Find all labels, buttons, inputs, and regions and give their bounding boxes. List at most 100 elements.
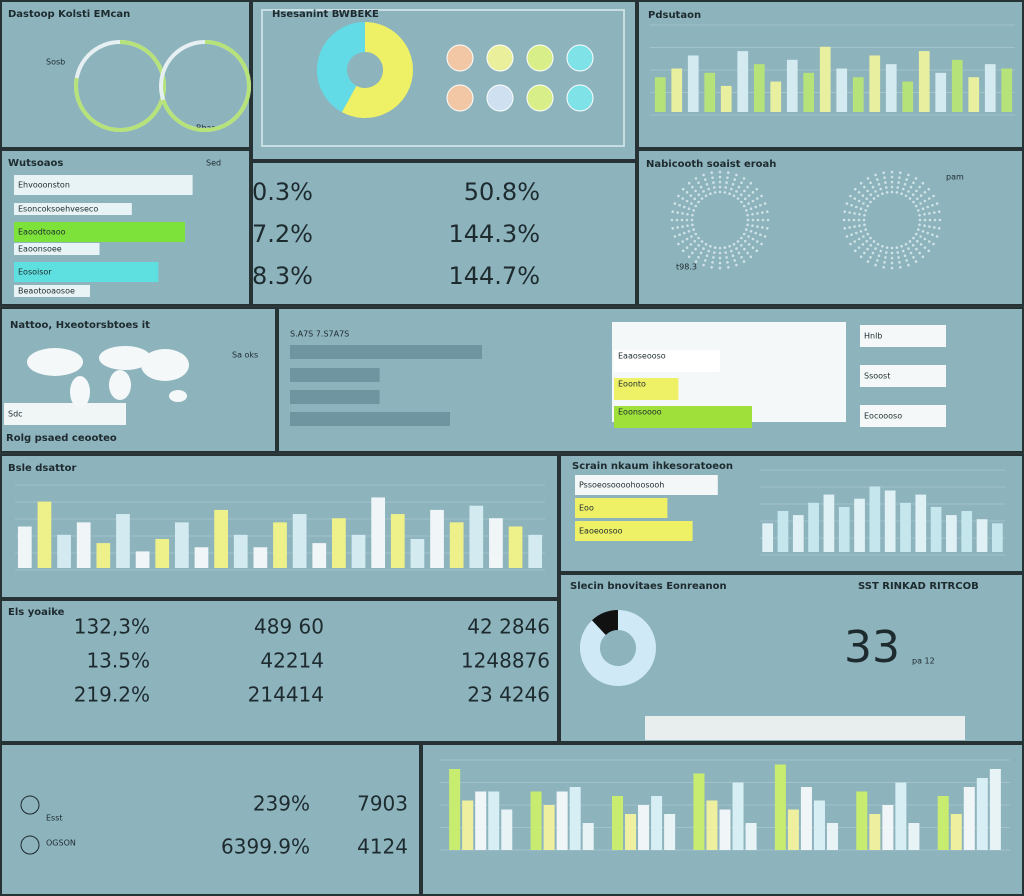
donut-dot — [869, 193, 873, 197]
kpi-value: 239% — [253, 792, 310, 816]
donut-dot — [883, 176, 886, 179]
donut-dot — [728, 245, 731, 248]
donut-dot — [732, 194, 736, 198]
donut-dot — [853, 240, 857, 243]
kpi-value: 50.8% — [464, 178, 540, 206]
bar — [449, 522, 464, 568]
donut-dot — [937, 210, 941, 213]
hbar — [575, 475, 718, 495]
donut-dot — [746, 213, 749, 217]
bar — [651, 796, 663, 850]
dot-icon — [526, 44, 554, 72]
donut-dot — [751, 191, 755, 194]
donut-dot — [731, 182, 735, 186]
donut-dot — [921, 207, 925, 211]
donut-dot — [702, 247, 705, 250]
donut-dot — [759, 233, 762, 237]
bar — [543, 805, 555, 850]
donut-dot — [712, 181, 715, 184]
donut-dot — [685, 199, 689, 203]
donut-dot — [842, 218, 846, 222]
bar — [430, 509, 444, 568]
donut-dot — [864, 228, 867, 231]
donut-dot — [863, 223, 866, 227]
search-input[interactable] — [4, 403, 126, 425]
hbar-label: Eaoonsoee — [18, 245, 62, 254]
donut-dot — [914, 177, 918, 180]
donut-dot — [673, 235, 677, 238]
bar — [856, 791, 868, 850]
donut-dot — [861, 194, 865, 197]
bar — [753, 64, 765, 112]
donut-dot — [923, 191, 927, 194]
donut-dot — [694, 232, 698, 236]
donut-dot — [843, 210, 847, 213]
donut-dot — [885, 246, 889, 249]
donut-dot — [890, 246, 894, 250]
donut-dot — [908, 240, 912, 243]
donut-dot — [909, 185, 913, 189]
donut-dot — [897, 181, 900, 184]
donut-dot — [901, 249, 905, 253]
donut-dot — [850, 203, 853, 207]
bar — [37, 501, 52, 568]
donut-dot — [876, 194, 880, 198]
hbar-label: Eoonto — [618, 380, 646, 389]
donut-dot — [728, 192, 731, 195]
donut-dot — [866, 189, 869, 193]
donut-dot — [697, 200, 700, 204]
donut-dot — [749, 207, 753, 211]
donut-dot — [859, 207, 863, 211]
donut-dot — [749, 255, 753, 259]
label: Esst — [46, 814, 63, 823]
bar — [462, 800, 474, 850]
donut-dot — [747, 194, 751, 197]
bar — [968, 77, 980, 112]
input-field[interactable] — [645, 716, 965, 740]
donut-dot — [761, 226, 764, 229]
donut-dot — [923, 218, 927, 222]
donut-dot — [763, 235, 767, 238]
donut-dot — [872, 240, 876, 243]
donut-dot — [697, 243, 701, 247]
donut-dot — [761, 211, 764, 214]
donut-dot — [879, 187, 883, 191]
bar — [312, 543, 327, 568]
hbar — [14, 285, 90, 297]
donut-dot — [872, 197, 876, 200]
donut-dot — [903, 254, 907, 258]
donut-dot — [709, 192, 712, 195]
continent — [70, 376, 90, 408]
donut-dot — [749, 229, 753, 233]
donut-dot — [896, 186, 900, 189]
bar — [951, 59, 963, 112]
donut-dot — [928, 218, 932, 222]
donut-dot — [692, 228, 695, 231]
icon — [20, 835, 40, 855]
bar — [869, 814, 881, 850]
donut-dot — [859, 229, 863, 233]
bar — [836, 68, 848, 112]
donut-dot — [724, 186, 728, 189]
donut-dot — [681, 240, 685, 243]
donut-dot — [911, 193, 915, 197]
donut-dot — [691, 223, 694, 227]
donut-dot — [682, 205, 686, 209]
bar — [638, 805, 650, 850]
donut-dot — [746, 223, 749, 227]
hbar-label: Eoonsoooo — [618, 408, 662, 417]
donut-dot — [848, 226, 851, 229]
bar — [800, 787, 812, 850]
donut-dot — [918, 223, 921, 227]
donut-dot — [754, 231, 758, 235]
bar — [774, 764, 786, 850]
donut-dot — [874, 173, 877, 177]
bar — [671, 68, 683, 112]
footer-text: Rolg psaed ceooteo — [6, 433, 117, 444]
donut-dot — [898, 176, 901, 179]
donut-dot — [909, 251, 913, 255]
donut-dot — [862, 235, 865, 238]
bar — [720, 85, 732, 112]
donut-dot — [914, 204, 918, 208]
donut-dot — [931, 203, 934, 207]
